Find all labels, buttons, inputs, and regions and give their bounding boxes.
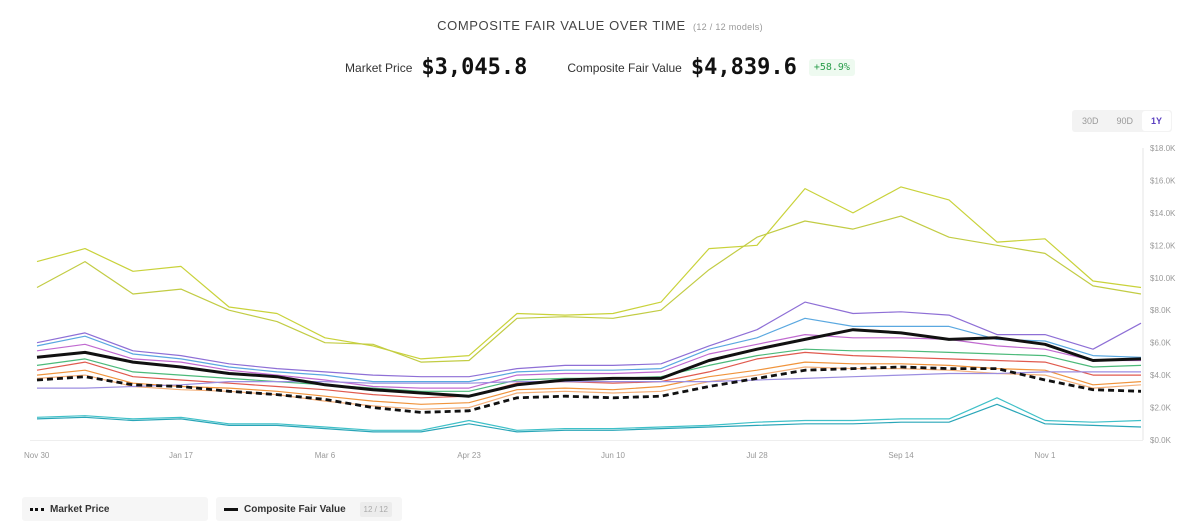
x-tick-label: Nov 30: [24, 451, 50, 460]
solid-line-swatch-icon: [224, 507, 238, 511]
model-line-3: [36, 301, 1142, 378]
range-30d-button[interactable]: 30D: [1082, 116, 1099, 126]
composite-fair-value-value: $4,839.6: [690, 55, 797, 80]
model-line-1: [36, 186, 1142, 360]
x-tick-label: Sep 14: [888, 451, 914, 460]
y-tick-label: $14.0K: [1150, 209, 1176, 218]
change-badge: +58.9%: [808, 59, 855, 76]
model-line-11: [36, 397, 1142, 431]
market-price-label: Market Price: [345, 60, 413, 75]
y-tick-label: $12.0K: [1150, 241, 1176, 250]
legend-market-price-label: Market Price: [50, 503, 110, 515]
x-tick-label: Jan 17: [169, 451, 194, 460]
y-tick-label: $0.0K: [1150, 436, 1172, 445]
x-tick-label: Mar 6: [315, 451, 336, 460]
y-tick-label: $18.0K: [1150, 144, 1176, 153]
legend-market-price[interactable]: Market Price: [22, 497, 208, 521]
fair-value-chart: $0.0K $2.0K $4.0K $6.0K $8.0K $10.0K $12.0K $14…: [24, 144, 1176, 460]
y-tick-label: $16.0K: [1150, 176, 1176, 185]
dashed-line-swatch-icon: [30, 507, 44, 511]
x-tick-label: Apr 23: [457, 451, 481, 460]
legend-model-count: 12 / 12: [359, 501, 392, 517]
y-tick-label: $6.0K: [1150, 339, 1172, 348]
composite-fair-value-line: [36, 328, 1142, 398]
y-tick-label: $2.0K: [1150, 404, 1172, 413]
y-tick-label: $4.0K: [1150, 371, 1172, 380]
model-line-4: [36, 317, 1142, 383]
range-1y-button[interactable]: 1Y: [1142, 111, 1172, 131]
composite-fair-value-label: Composite Fair Value: [567, 60, 682, 75]
legend-composite-fair-value[interactable]: Composite Fair Value 12 / 12: [216, 497, 402, 521]
y-tick-label: $8.0K: [1150, 306, 1172, 315]
model-count-subtitle: (12 / 12 models): [693, 22, 763, 32]
legend-composite-label: Composite Fair Value: [244, 503, 346, 515]
market-price-value: $3,045.8: [421, 55, 528, 80]
range-selector: 30D 90D 1Y: [1072, 110, 1173, 132]
y-tick-label: $10.0K: [1150, 274, 1176, 283]
range-90d-button[interactable]: 90D: [1116, 116, 1134, 126]
chart-title-text: COMPOSITE FAIR VALUE OVER TIME: [437, 18, 686, 33]
chart-title: COMPOSITE FAIR VALUE OVER TIME (12 / 12 …: [0, 18, 1200, 33]
x-tick-label: Jul 28: [746, 451, 768, 460]
x-tick-label: Jun 10: [601, 451, 626, 460]
model-line-8: [36, 361, 1142, 405]
model-line-2: [36, 215, 1142, 363]
model-line-10: [37, 371, 1141, 389]
x-tick-label: Nov 1: [1035, 451, 1056, 460]
model-line-12: [36, 403, 1142, 433]
summary-stats: Market Price $3,045.8 Composite Fair Val…: [0, 55, 1200, 80]
market-price-line: [36, 365, 1142, 414]
